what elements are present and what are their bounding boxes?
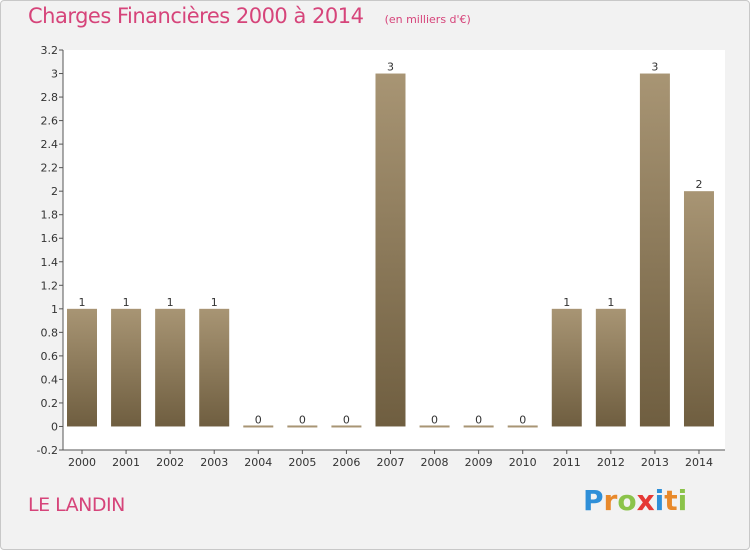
chart-subtitle: (en milliers d'€)	[384, 13, 471, 26]
y-tick-label: 1.6	[41, 232, 59, 245]
x-tick-label: 2009	[465, 456, 493, 469]
brand-letter: r	[603, 484, 618, 517]
data-label: 0	[475, 413, 482, 426]
bar	[331, 425, 362, 428]
bar	[507, 425, 538, 428]
x-tick-label: 2014	[685, 456, 713, 469]
bar	[551, 308, 582, 427]
x-tick-label: 2012	[597, 456, 625, 469]
bar	[67, 308, 97, 427]
y-tick-label: 3.2	[41, 44, 59, 57]
y-tick-label: 2	[51, 185, 58, 198]
x-tick-label: 2000	[68, 456, 96, 469]
brand-letter: i	[654, 484, 665, 517]
data-label: 0	[343, 413, 350, 426]
bar	[595, 308, 626, 427]
data-label: 3	[651, 61, 658, 74]
x-tick-label: 2001	[112, 456, 140, 469]
x-tick-label: 2013	[641, 456, 669, 469]
chart-title: Charges Financières 2000 à 2014	[28, 4, 364, 28]
brand-letter: o	[617, 484, 637, 517]
x-tick-label: 2010	[509, 456, 537, 469]
data-label: 1	[607, 296, 614, 309]
x-tick-label: 2005	[288, 456, 316, 469]
data-label: 0	[519, 413, 526, 426]
data-label: 1	[211, 296, 218, 309]
x-tick-label: 2011	[553, 456, 581, 469]
bar	[111, 308, 142, 427]
data-label: 1	[563, 296, 570, 309]
bar	[639, 73, 670, 427]
brand-letter: P	[583, 484, 604, 517]
brand-letter: t	[664, 484, 678, 517]
data-label: 3	[387, 61, 394, 74]
bar	[375, 73, 406, 427]
data-label: 1	[167, 296, 174, 309]
y-tick-label: -0.2	[37, 444, 58, 457]
bars: 1 1 1 1 0 0 0 3 0 0 0 1 1 3 2	[67, 61, 714, 428]
y-tick-label: 3	[51, 68, 58, 81]
data-label: 2	[695, 178, 702, 191]
y-tick-label: 0.4	[41, 373, 59, 386]
title-row: Charges Financières 2000 à 2014 (en mill…	[28, 4, 471, 28]
bar	[287, 425, 318, 428]
x-tick-label: 2008	[421, 456, 449, 469]
y-tick-label: 1.2	[41, 279, 59, 292]
y-tick-label: 0.8	[41, 326, 59, 339]
brand-letter: x	[636, 484, 655, 517]
commune-name: LE LANDIN	[28, 494, 125, 516]
x-tick-label: 2007	[376, 456, 404, 469]
x-tick-label: 2006	[332, 456, 360, 469]
bar	[419, 425, 450, 428]
y-tick-label: 0.2	[41, 397, 59, 410]
bar	[243, 425, 274, 428]
axes: -0.2 0 0.2 0.4 0.6 0.8 1 1.2 1.4 1.6 1.8 2 2.2 2.4 2.6…	[37, 44, 725, 469]
y-tick-label: 2.2	[41, 162, 59, 175]
data-label: 1	[79, 296, 86, 309]
x-tick-label: 2002	[156, 456, 184, 469]
brand-letter: i	[677, 484, 688, 517]
data-label: 0	[299, 413, 306, 426]
x-tick-label: 2003	[200, 456, 228, 469]
y-tick-label: 0.6	[41, 350, 59, 363]
y-tick-label: 2.4	[41, 138, 59, 151]
x-tick-label: 2004	[244, 456, 272, 469]
y-tick-label: 1	[51, 303, 58, 316]
bar	[463, 425, 494, 428]
y-tick-label: 1.8	[41, 209, 59, 222]
data-label: 0	[431, 413, 438, 426]
proxiti-logo[interactable]: Proxiti	[583, 484, 687, 517]
y-tick-label: 1.4	[41, 256, 59, 269]
y-tick-label: 2.6	[41, 115, 59, 128]
data-label: 1	[123, 296, 130, 309]
bar	[683, 191, 714, 427]
bar	[155, 308, 186, 427]
y-tick-label: 2.8	[41, 91, 59, 104]
data-label: 0	[255, 413, 262, 426]
y-tick-label: 0	[51, 420, 58, 433]
bar	[199, 308, 230, 427]
